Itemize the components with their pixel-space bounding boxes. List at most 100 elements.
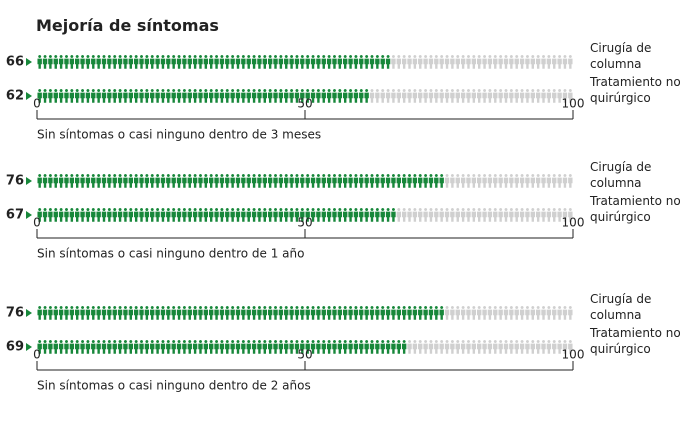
person-icon (166, 340, 171, 354)
person-icon (364, 208, 369, 222)
person-icon (530, 306, 535, 320)
person-icon (412, 306, 418, 320)
person-icon (385, 340, 391, 354)
person-icon (246, 340, 251, 354)
person-icon (391, 89, 396, 103)
person-icon (423, 89, 428, 103)
person-icon (75, 55, 80, 69)
person-icon (375, 208, 380, 222)
person-icon (284, 89, 289, 103)
person-icon (519, 89, 525, 103)
person-icon (434, 208, 439, 222)
person-icon (487, 340, 493, 354)
person-icon (477, 340, 482, 354)
person-icon (477, 306, 482, 320)
person-icon (428, 174, 434, 188)
person-icon (343, 89, 348, 103)
person-icon (160, 340, 166, 354)
person-icon (348, 306, 353, 320)
person-icon (96, 306, 101, 320)
person-icon (267, 208, 273, 222)
person-icon (434, 89, 439, 103)
person-icon (117, 55, 123, 69)
person-icon (289, 340, 294, 354)
person-icon (58, 174, 64, 188)
person-icon (160, 174, 166, 188)
person-icon (498, 89, 503, 103)
person-icon (230, 174, 235, 188)
person-icon (294, 55, 300, 69)
person-icon (337, 208, 343, 222)
person-icon (396, 89, 401, 103)
person-icon (316, 55, 321, 69)
person-icon (428, 340, 434, 354)
person-icon (300, 208, 305, 222)
person-icon (343, 306, 348, 320)
person-icon (85, 174, 91, 188)
person-icon (160, 306, 166, 320)
person-icon (498, 55, 503, 69)
person-icon (225, 208, 230, 222)
person-icon (42, 208, 48, 222)
person-icon (176, 89, 182, 103)
person-icon (460, 306, 466, 320)
person-icon (396, 55, 401, 69)
person-icon (326, 208, 332, 222)
person-icon (64, 89, 69, 103)
person-icon (359, 174, 364, 188)
person-icon (407, 306, 412, 320)
person-icon (117, 306, 123, 320)
person-icon (139, 55, 144, 69)
person-icon (155, 208, 160, 222)
person-icon (509, 89, 514, 103)
person-icon (75, 306, 80, 320)
person-icon (171, 89, 176, 103)
person-icon (401, 208, 407, 222)
person-icon (380, 174, 385, 188)
person-icon (182, 306, 187, 320)
person-icon (53, 306, 58, 320)
person-icon (493, 89, 498, 103)
person-icon (353, 174, 359, 188)
person-icon (460, 55, 466, 69)
person-icon (514, 89, 519, 103)
person-icon (166, 174, 171, 188)
person-icon (460, 208, 466, 222)
person-icon (493, 340, 498, 354)
person-icon (69, 306, 75, 320)
person-icon (48, 174, 53, 188)
person-icon (530, 55, 535, 69)
person-icon (112, 89, 117, 103)
person-icon (267, 89, 273, 103)
person-icon (278, 174, 284, 188)
person-icon (225, 306, 230, 320)
person-icon (401, 306, 407, 320)
person-icon (305, 340, 310, 354)
person-icon (466, 174, 471, 188)
person-icon (128, 306, 133, 320)
person-icon (192, 306, 198, 320)
person-icon (364, 89, 369, 103)
person-icon (144, 340, 150, 354)
person-icon (348, 55, 353, 69)
person-icon (525, 208, 530, 222)
person-icon (552, 174, 557, 188)
person-icon (144, 306, 150, 320)
person-icon (396, 174, 401, 188)
person-icon (450, 174, 455, 188)
person-icon (401, 174, 407, 188)
person-icon (434, 55, 439, 69)
person-icon (460, 174, 466, 188)
person-icon (375, 340, 380, 354)
person-icon (37, 340, 42, 354)
person-icon (482, 55, 487, 69)
person-icon (294, 208, 300, 222)
person-icon (209, 89, 214, 103)
person-icon (133, 306, 139, 320)
person-icon (155, 89, 160, 103)
person-icon (139, 306, 144, 320)
person-icon (219, 89, 225, 103)
person-icon (562, 89, 568, 103)
person-icon (75, 89, 80, 103)
person-icon (519, 306, 525, 320)
